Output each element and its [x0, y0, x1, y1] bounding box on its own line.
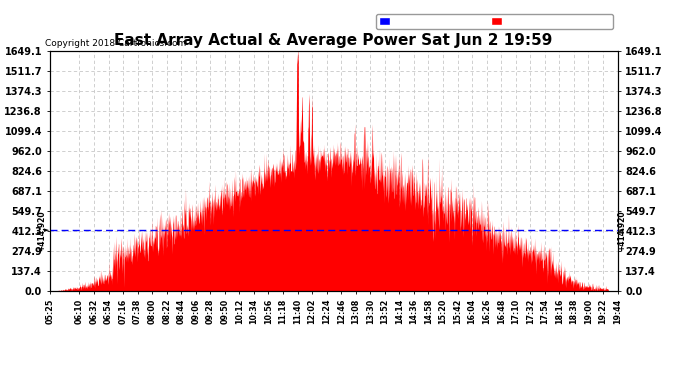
Text: ◄: ◄	[618, 227, 623, 233]
Text: +414.920: +414.920	[37, 210, 46, 251]
Text: +414.920: +414.920	[618, 210, 627, 251]
Legend: Average  (DC Watts), East Array  (DC Watts): Average (DC Watts), East Array (DC Watts…	[376, 14, 613, 29]
Text: ►: ►	[44, 227, 50, 233]
Text: Copyright 2018 Cartronics.com: Copyright 2018 Cartronics.com	[45, 39, 186, 48]
Title: East Array Actual & Average Power Sat Jun 2 19:59: East Array Actual & Average Power Sat Ju…	[115, 33, 553, 48]
